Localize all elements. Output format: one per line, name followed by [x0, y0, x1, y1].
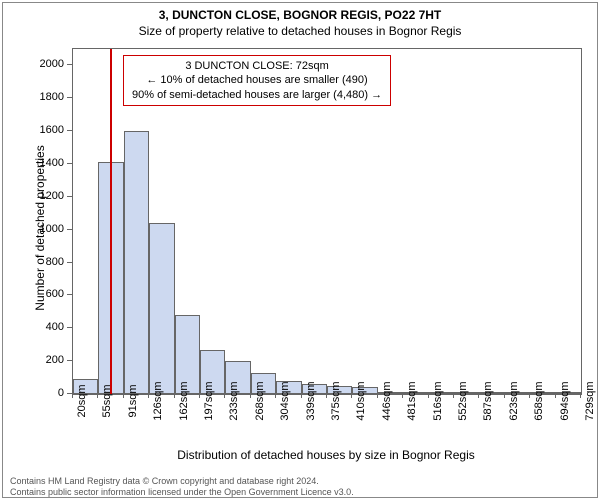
x-tick — [174, 393, 175, 398]
x-tick-label: 126sqm — [152, 381, 164, 420]
y-tick-label: 1000 — [24, 223, 64, 235]
annotation-box: 3 DUNCTON CLOSE: 72sqm← 10% of detached … — [123, 55, 391, 106]
x-tick-label: 552sqm — [457, 381, 469, 420]
property-marker-line — [110, 49, 112, 394]
x-tick-label: 446sqm — [381, 381, 393, 420]
y-tick-label: 1800 — [24, 91, 64, 103]
x-tick-label: 268sqm — [254, 381, 266, 420]
chart-subtitle: Size of property relative to detached ho… — [10, 24, 590, 40]
y-tick — [67, 327, 72, 328]
x-tick-label: 162sqm — [178, 381, 190, 420]
x-tick — [529, 393, 530, 398]
y-tick-label: 1600 — [24, 124, 64, 136]
x-tick-label: 20sqm — [76, 384, 88, 417]
x-tick — [351, 393, 352, 398]
x-tick-label: 410sqm — [355, 381, 367, 420]
x-tick-label: 658sqm — [533, 381, 545, 420]
x-tick-label: 516sqm — [432, 381, 444, 420]
x-axis-label: Distribution of detached houses by size … — [72, 448, 580, 462]
plot-area: 3 DUNCTON CLOSE: 72sqm← 10% of detached … — [72, 48, 582, 395]
x-tick — [224, 393, 225, 398]
y-tick-label: 400 — [24, 321, 64, 333]
x-tick — [555, 393, 556, 398]
x-tick — [72, 393, 73, 398]
y-tick — [67, 163, 72, 164]
y-tick-label: 1400 — [24, 157, 64, 169]
x-tick-label: 587sqm — [482, 381, 494, 420]
x-tick-label: 481sqm — [406, 381, 418, 420]
annotation-line: 3 DUNCTON CLOSE: 72sqm — [132, 59, 382, 73]
y-tick-label: 600 — [24, 288, 64, 300]
x-tick — [123, 393, 124, 398]
y-tick — [67, 360, 72, 361]
x-tick-label: 623sqm — [508, 381, 520, 420]
x-tick — [478, 393, 479, 398]
x-tick — [97, 393, 98, 398]
y-tick — [67, 130, 72, 131]
footer-line-2: Contains public sector information licen… — [10, 487, 590, 498]
x-tick-label: 304sqm — [279, 381, 291, 420]
x-tick — [580, 393, 581, 398]
x-tick — [199, 393, 200, 398]
x-tick-label: 375sqm — [330, 381, 342, 420]
histogram-bar — [124, 131, 149, 394]
chart-title: 3, DUNCTON CLOSE, BOGNOR REGIS, PO22 7HT — [10, 8, 590, 24]
y-tick-label: 2000 — [24, 58, 64, 70]
chart-container: 3, DUNCTON CLOSE, BOGNOR REGIS, PO22 7HT… — [10, 8, 590, 468]
x-tick — [428, 393, 429, 398]
annotation-line: 90% of semi-detached houses are larger (… — [132, 88, 382, 102]
histogram-bar — [149, 223, 174, 394]
x-tick-label: 91sqm — [127, 384, 139, 417]
y-tick-label: 200 — [24, 354, 64, 366]
x-tick-label: 55sqm — [101, 384, 113, 417]
annotation-line: ← 10% of detached houses are smaller (49… — [132, 73, 382, 87]
y-tick — [67, 229, 72, 230]
footer: Contains HM Land Registry data © Crown c… — [10, 476, 590, 498]
x-tick — [148, 393, 149, 398]
y-tick — [67, 64, 72, 65]
x-tick-label: 729sqm — [584, 381, 596, 420]
x-tick-label: 233sqm — [228, 381, 240, 420]
x-tick-label: 197sqm — [203, 381, 215, 420]
y-tick — [67, 262, 72, 263]
x-tick — [402, 393, 403, 398]
x-tick — [504, 393, 505, 398]
x-tick — [301, 393, 302, 398]
y-tick — [67, 196, 72, 197]
x-tick — [275, 393, 276, 398]
x-tick — [250, 393, 251, 398]
y-tick — [67, 294, 72, 295]
y-tick-label: 800 — [24, 256, 64, 268]
x-tick-label: 339sqm — [305, 381, 317, 420]
x-tick — [326, 393, 327, 398]
y-tick-label: 1200 — [24, 190, 64, 202]
y-tick — [67, 97, 72, 98]
x-tick-label: 694sqm — [559, 381, 571, 420]
y-tick-label: 0 — [24, 387, 64, 399]
footer-line-1: Contains HM Land Registry data © Crown c… — [10, 476, 590, 487]
x-tick — [377, 393, 378, 398]
x-tick — [453, 393, 454, 398]
